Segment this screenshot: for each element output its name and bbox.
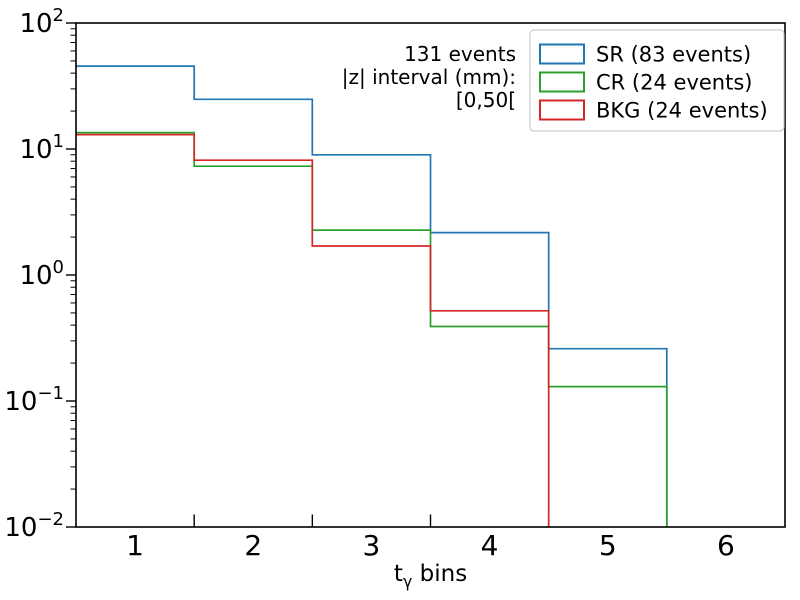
annotation-line-2: |z| interval (mm): bbox=[342, 65, 516, 89]
series-path-bkg bbox=[76, 133, 550, 527]
plot-frame bbox=[75, 22, 786, 528]
x-axis-tick-label: 1 bbox=[126, 529, 144, 562]
legend-label-cr: CR (24 events) bbox=[596, 71, 752, 95]
y-axis-tick-label: 102 bbox=[19, 5, 64, 39]
x-axis-tick-label: 3 bbox=[363, 529, 381, 562]
y-axis-tick-label: 101 bbox=[19, 131, 64, 165]
x-axis-tick-label: 4 bbox=[481, 529, 499, 562]
legend-label-bkg: BKG (24 events) bbox=[596, 99, 768, 123]
y-axis-tick-label: 10−1 bbox=[4, 383, 64, 417]
legend-swatch-bkg bbox=[539, 99, 585, 121]
series-path-sr bbox=[76, 65, 668, 527]
annotation-line-3: [0,50[ bbox=[456, 88, 516, 112]
x-axis-title: tγ bins bbox=[394, 561, 467, 591]
x-axis-tick-label: 5 bbox=[599, 529, 617, 562]
legend-swatch-cr bbox=[539, 71, 585, 93]
y-axis-tick-label: 100 bbox=[19, 257, 64, 291]
x-axis-tick-label: 2 bbox=[244, 529, 262, 562]
annotation-line-1: 131 events bbox=[404, 42, 516, 66]
legend-swatch-sr bbox=[539, 43, 585, 65]
x-axis-tick-label: 6 bbox=[717, 529, 735, 562]
legend-box bbox=[529, 29, 785, 132]
y-axis-tick-label: 10−2 bbox=[4, 509, 64, 543]
legend-label-sr: SR (83 events) bbox=[596, 43, 751, 67]
